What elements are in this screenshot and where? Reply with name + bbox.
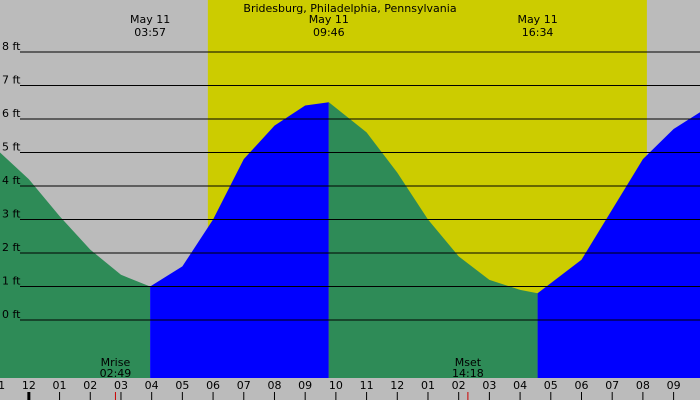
x-tick-label: 03 <box>482 379 496 392</box>
x-tick-label: 05 <box>544 379 558 392</box>
y-tick-label: 8 ft <box>2 40 21 53</box>
moon-event-time: 14:18 <box>452 367 484 380</box>
x-tick-label: 08 <box>636 379 650 392</box>
moon-event-name: Mrise <box>101 356 131 369</box>
chart-title: Bridesburg, Philadelphia, Pennsylvania <box>243 2 456 15</box>
y-tick-label: 5 ft <box>2 140 21 153</box>
x-tick-label: 01 <box>421 379 435 392</box>
y-tick-label: 2 ft <box>2 241 21 254</box>
y-tick-label: 6 ft <box>2 107 21 120</box>
event-date: May 11 <box>309 13 349 26</box>
x-tick-label: 09 <box>298 379 312 392</box>
x-tick-label: 06 <box>574 379 588 392</box>
x-tick-label: 09 <box>667 379 681 392</box>
x-tick-label: 02 <box>83 379 97 392</box>
x-tick-label: 11 <box>360 379 374 392</box>
x-tick-label: 07 <box>237 379 251 392</box>
x-tick-label: 04 <box>145 379 159 392</box>
x-tick-label: 06 <box>206 379 220 392</box>
x-tick-label: 08 <box>267 379 281 392</box>
falling-tide <box>0 152 151 378</box>
event-time: 03:57 <box>134 26 166 39</box>
event-date: May 11 <box>130 13 170 26</box>
rising-tide <box>150 102 329 378</box>
x-tick-label: 12 <box>390 379 404 392</box>
x-tick-label: 03 <box>114 379 128 392</box>
x-tick-label: 02 <box>452 379 466 392</box>
event-time: 16:34 <box>522 26 554 39</box>
event-time: 09:46 <box>313 26 345 39</box>
x-tick-label: 05 <box>175 379 189 392</box>
y-tick-label: 4 ft <box>2 174 21 187</box>
x-tick-label: 10 <box>329 379 343 392</box>
y-tick-label: 1 ft <box>2 275 21 288</box>
x-tick-label: 01 <box>53 379 67 392</box>
moon-event-name: Mset <box>455 356 482 369</box>
y-tick-label: 7 ft <box>2 73 21 86</box>
y-tick-label: 3 ft <box>2 207 21 220</box>
moon-event-time: 02:49 <box>100 367 132 380</box>
x-tick-label: 11 <box>0 379 5 392</box>
x-tick-label: 07 <box>605 379 619 392</box>
y-tick-label: 0 ft <box>2 308 21 321</box>
x-tick-label: 12 <box>22 379 36 392</box>
x-tick-label: 04 <box>513 379 527 392</box>
falling-tide <box>328 102 538 378</box>
event-date: May 11 <box>517 13 557 26</box>
rising-tide <box>537 112 700 379</box>
